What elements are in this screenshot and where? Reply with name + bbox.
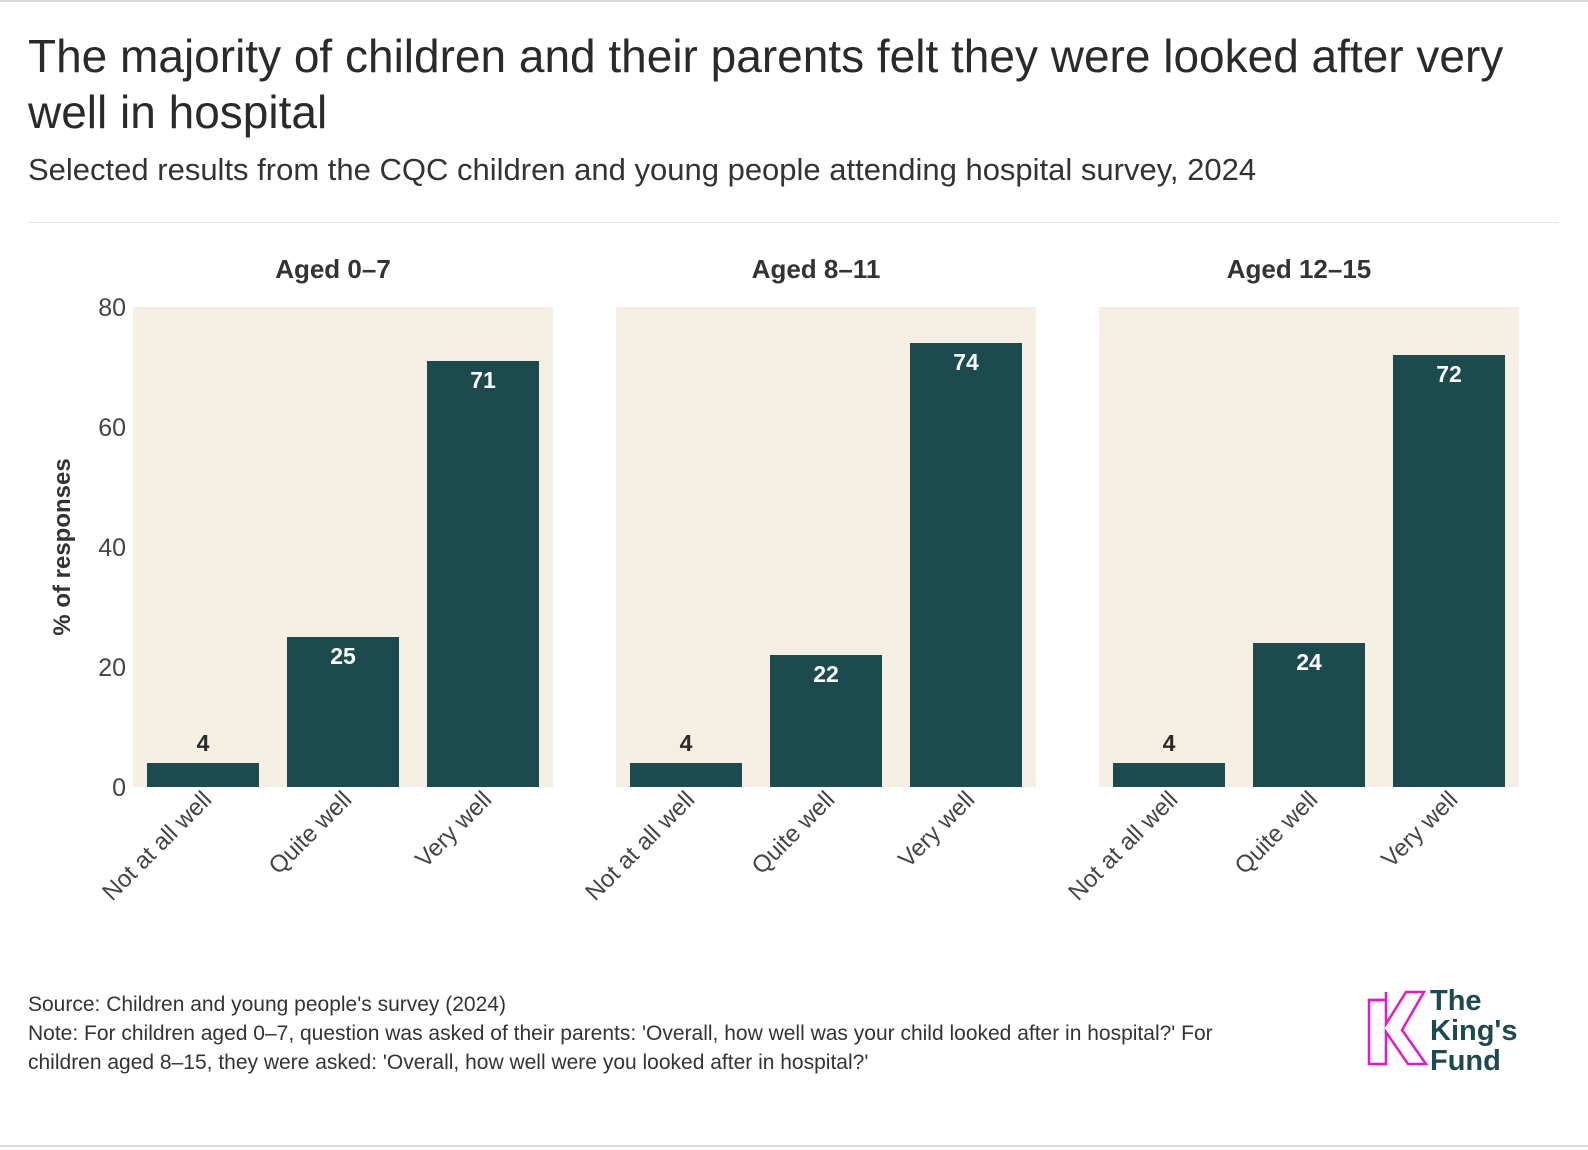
x-tick-label: Quite well: [747, 786, 841, 880]
kings-fund-logo: The King's Fund: [1366, 986, 1556, 1086]
bar: [427, 361, 539, 787]
bar-chart: 0 20 40 60 80 % of responses Aged 0–7 4 Not at a…: [49, 254, 1519, 906]
footer: Source: Children and young people's surv…: [28, 990, 1288, 1077]
x-tick-label: Quite well: [1230, 786, 1324, 880]
bar: [1113, 763, 1225, 787]
y-tick-label: 20: [98, 654, 126, 682]
y-tick-label: 40: [98, 534, 126, 562]
data-label: 22: [813, 661, 839, 687]
k-mark-icon: [1367, 990, 1428, 1066]
explanatory-note: Note: For children aged 0–7, question wa…: [28, 1022, 1213, 1074]
x-tick-label: Very well: [893, 786, 980, 873]
panel-title: Aged 0–7: [275, 254, 391, 284]
data-label: 4: [197, 730, 210, 756]
bar: [910, 343, 1022, 787]
panel-title: Aged 12–15: [1227, 254, 1372, 284]
data-label: 4: [1163, 730, 1176, 756]
y-tick-label: 60: [98, 414, 126, 442]
x-tick-label: Very well: [1376, 786, 1463, 873]
bar: [1253, 643, 1365, 787]
top-rule: [0, 0, 1588, 2]
logo-wordmark: The King's Fund: [1430, 986, 1517, 1076]
data-label: 74: [953, 349, 979, 375]
y-axis-title: % of responses: [49, 458, 76, 635]
source-note: Source: Children and young people's surv…: [28, 993, 506, 1016]
x-tick-label: Not at all well: [1063, 786, 1183, 906]
bar: [147, 763, 259, 787]
panel-title: Aged 8–11: [752, 254, 881, 284]
data-label: 24: [1296, 649, 1322, 675]
bottom-rule: [0, 1145, 1588, 1147]
logo-line-3: Fund: [1430, 1045, 1501, 1077]
bar: [630, 763, 742, 787]
chart-subtitle: Selected results from the CQC children a…: [28, 152, 1257, 187]
chart-title: The majority of children and their paren…: [28, 30, 1504, 138]
logo-line-1: The: [1430, 985, 1482, 1017]
y-tick-label: 80: [98, 294, 126, 322]
x-tick-label: Very well: [410, 786, 497, 873]
data-label: 72: [1436, 361, 1462, 387]
header-divider: [28, 222, 1558, 223]
x-tick-label: Not at all well: [580, 786, 700, 906]
data-label: 71: [470, 367, 496, 393]
data-label: 4: [680, 730, 693, 756]
bar: [1393, 355, 1505, 787]
bar: [770, 655, 882, 787]
x-tick-label: Not at all well: [97, 786, 217, 906]
data-label: 25: [330, 643, 356, 669]
bar: [287, 637, 399, 787]
x-tick-label: Quite well: [264, 786, 358, 880]
y-tick-label: 0: [112, 774, 126, 802]
logo-line-2: King's: [1430, 1015, 1518, 1047]
